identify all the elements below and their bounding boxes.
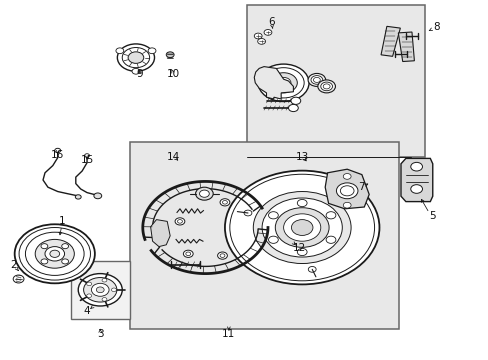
Polygon shape (380, 26, 400, 56)
Circle shape (128, 52, 143, 63)
Circle shape (195, 187, 213, 200)
Circle shape (116, 48, 123, 54)
Circle shape (276, 77, 290, 88)
Circle shape (317, 80, 335, 93)
Text: 1: 1 (59, 216, 66, 226)
Polygon shape (254, 67, 293, 99)
Circle shape (13, 275, 24, 283)
Circle shape (61, 244, 68, 249)
Circle shape (275, 208, 328, 247)
Circle shape (86, 294, 91, 297)
Circle shape (410, 162, 422, 171)
Circle shape (78, 274, 122, 306)
Text: 3: 3 (97, 329, 103, 339)
Text: 10: 10 (167, 69, 180, 79)
Circle shape (336, 183, 357, 199)
Text: 7: 7 (358, 182, 365, 192)
Circle shape (41, 244, 48, 249)
Circle shape (297, 199, 306, 207)
Text: 2: 2 (10, 260, 17, 270)
Circle shape (320, 82, 332, 91)
Bar (71, 261, 129, 319)
Circle shape (254, 33, 262, 39)
Text: 6: 6 (267, 17, 274, 27)
Circle shape (61, 259, 68, 264)
Circle shape (199, 190, 209, 197)
Circle shape (111, 288, 116, 292)
Circle shape (307, 73, 325, 86)
Circle shape (307, 266, 315, 272)
Text: 16: 16 (51, 150, 64, 160)
Circle shape (269, 73, 297, 93)
Bar (246, 5, 425, 157)
Circle shape (291, 220, 312, 235)
Polygon shape (150, 220, 170, 247)
Circle shape (258, 64, 308, 102)
Circle shape (117, 44, 154, 71)
Circle shape (343, 174, 350, 179)
Circle shape (326, 188, 334, 194)
Circle shape (268, 236, 278, 243)
Circle shape (50, 250, 60, 257)
Circle shape (94, 193, 102, 199)
Circle shape (75, 195, 81, 199)
Circle shape (35, 239, 74, 268)
Circle shape (224, 171, 379, 284)
Circle shape (244, 210, 251, 216)
Circle shape (343, 202, 350, 208)
Circle shape (257, 39, 265, 44)
Circle shape (45, 247, 64, 261)
Text: 12: 12 (292, 243, 305, 253)
Text: 5: 5 (428, 211, 435, 221)
Polygon shape (398, 32, 413, 62)
Circle shape (166, 52, 174, 58)
Circle shape (102, 278, 107, 282)
Circle shape (325, 236, 335, 243)
Text: 8: 8 (432, 22, 439, 32)
Text: 14: 14 (166, 152, 180, 162)
Circle shape (268, 212, 278, 219)
Bar (129, 142, 398, 329)
Circle shape (262, 198, 342, 257)
Polygon shape (325, 169, 368, 209)
Circle shape (83, 278, 117, 302)
Circle shape (297, 248, 306, 256)
Text: 13: 13 (295, 152, 308, 162)
Circle shape (84, 154, 89, 157)
Text: 15: 15 (80, 155, 94, 165)
Circle shape (217, 252, 227, 259)
Circle shape (102, 298, 107, 301)
Text: 11: 11 (222, 329, 235, 339)
Circle shape (96, 287, 104, 293)
Circle shape (264, 30, 271, 35)
Circle shape (41, 259, 48, 264)
Circle shape (55, 148, 61, 153)
Circle shape (132, 68, 140, 74)
Polygon shape (400, 158, 432, 202)
Circle shape (410, 185, 422, 193)
Circle shape (175, 218, 184, 225)
Circle shape (325, 212, 335, 219)
Circle shape (148, 48, 156, 54)
Circle shape (15, 224, 95, 283)
Circle shape (91, 283, 109, 296)
Circle shape (283, 214, 320, 241)
Text: 4: 4 (83, 306, 90, 316)
Circle shape (86, 282, 91, 286)
Circle shape (290, 97, 300, 104)
Circle shape (220, 199, 229, 206)
Circle shape (253, 192, 350, 264)
Circle shape (183, 250, 193, 257)
Text: 9: 9 (136, 69, 142, 79)
Circle shape (288, 104, 298, 112)
Circle shape (310, 76, 322, 84)
